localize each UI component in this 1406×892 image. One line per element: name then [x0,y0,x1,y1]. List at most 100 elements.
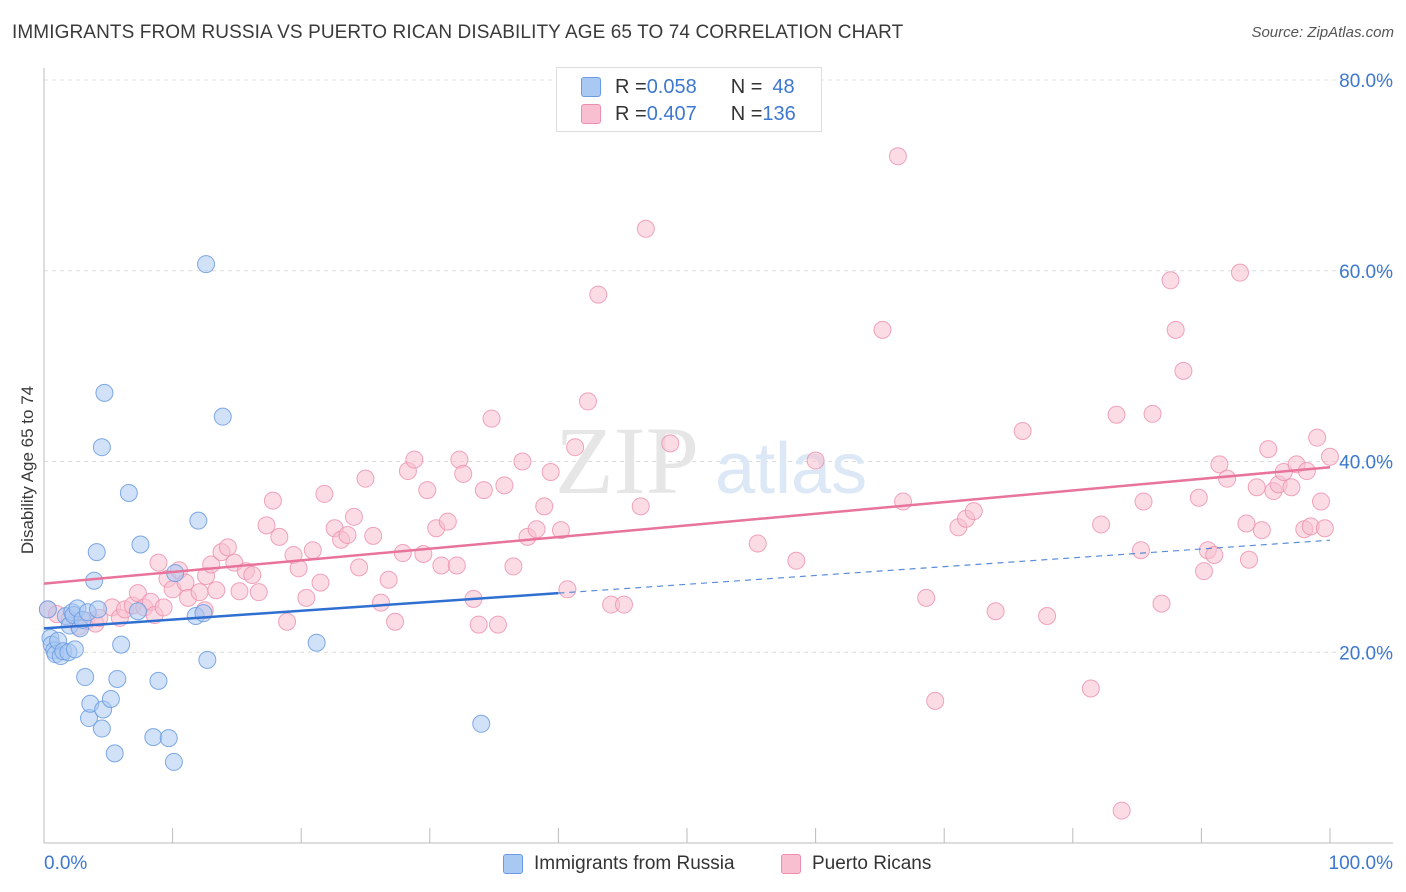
puerto-ricans-point [438,512,457,531]
puerto-ricans-point [1321,447,1339,466]
russia-point [92,438,111,457]
puerto-ricans-point [787,551,806,570]
puerto-ricans-point [1081,679,1100,698]
puerto-ricans-point [541,462,560,481]
puerto-ricans-point [1239,550,1258,569]
watermark-atlas: atlas [715,429,867,509]
puerto-ricans-point [636,219,655,238]
r-value: 0.407 [646,102,697,125]
russia-point [144,728,163,747]
russia-point [119,483,138,502]
puerto-ricans-point [207,581,226,600]
puerto-ricans-point [806,451,825,470]
stats-row-russia: R = 0.058 N = 48 [581,75,795,99]
y-tick-label: 80.0% [1339,71,1393,92]
puerto-ricans-point [405,450,424,469]
puerto-ricans-point [873,320,892,339]
puerto-ricans-point [364,526,383,545]
puerto-ricans-point [527,520,546,539]
n-value: 136 [762,102,796,125]
puerto-ricans-point [379,570,398,589]
puerto-ricans-point [748,534,767,553]
russia-point [92,719,111,738]
puerto-ricans-point [257,516,276,535]
puerto-ricans-point [661,434,680,453]
puerto-ricans-point [356,469,375,488]
puerto-ricans-point [1230,263,1249,282]
puerto-ricans-point [311,573,330,592]
n-label: N = [730,75,763,98]
axes [43,68,1393,844]
legend-label-puerto-ricans: Puerto Ricans [812,853,932,874]
puerto-ricans-point [393,544,412,563]
legend-item-puerto-ricans[interactable]: Puerto Ricans [781,851,931,877]
puerto-ricans-point [1252,521,1271,540]
legend-item-russia[interactable]: Immigrants from Russia [503,851,735,877]
russia-point [164,752,183,771]
puerto-ricans-point [243,565,262,584]
puerto-ricans-point [454,464,473,483]
russia-point [159,729,178,748]
puerto-ricans-point [566,438,585,457]
puerto-ricans-point [1282,478,1301,497]
puerto-ricans-point [344,507,363,526]
puerto-ricans-point [1189,488,1208,507]
russia-point [76,668,95,687]
puerto-ricans-point [249,583,268,602]
y-tick-label: 20.0% [1339,643,1393,664]
puerto-ricans-point [1013,421,1032,440]
x-tick-label-min: 0.0% [44,853,87,874]
source-label: Source: ZipAtlas.com [1251,24,1394,41]
puerto-ricans-point [1092,515,1111,534]
puerto-ricans-point [297,588,316,607]
puerto-ricans-point [278,612,297,631]
puerto-ricans-point [149,553,168,572]
puerto-ricans-point [154,598,173,617]
puerto-ricans-point [488,615,507,634]
puerto-ricans-point [513,452,532,471]
puerto-ricans-point [558,580,577,599]
watermark: ZIP atlas [555,407,867,514]
puerto-ricans-point [917,588,936,607]
russia-point [108,669,127,688]
puerto-ricans-point [1308,428,1327,447]
puerto-ricans-point [482,409,501,428]
russia-point [197,255,216,274]
puerto-ricans-point [371,593,390,612]
puerto-ricans-point [1152,594,1171,613]
russia-swatch [581,77,601,97]
puerto-ricans-swatch [581,104,601,124]
russia-point [213,407,232,426]
chart-title: IMMIGRANTS FROM RUSSIA VS PUERTO RICAN D… [12,22,904,43]
puerto-ricans-point [1259,440,1278,459]
puerto-ricans-point [1161,271,1180,290]
puerto-ricans-point [614,595,633,614]
stats-row-puerto-ricans: R = 0.407 N = 136 [581,102,796,126]
puerto-ricans-point [350,558,369,577]
russia-point [101,689,120,708]
puerto-ricans-point [1194,562,1213,581]
puerto-ricans-point [263,491,282,510]
puerto-ricans-point [1038,607,1057,626]
puerto-ricans-point [386,612,405,631]
russia-point [198,650,217,669]
russia-point [65,640,84,659]
puerto-ricans-point [270,527,289,546]
puerto-ricans-point [551,521,570,540]
puerto-ricans-point [432,556,451,575]
russia-point [149,671,168,690]
russia-point [38,600,57,619]
puerto-ricans-point [1210,455,1229,474]
tick-labels: 20.0% 40.0% 60.0% 80.0% 0.0% 100.0% [44,71,1393,874]
russia-point [189,511,208,530]
puerto-ricans-point [589,285,608,304]
puerto-ricans-point [578,392,597,411]
puerto-ricans-point [474,481,493,500]
russia-point [472,714,491,733]
puerto-ricans-point [190,583,209,602]
puerto-ricans-point [1218,469,1237,488]
n-value: 48 [772,75,795,98]
stats-legend: R = 0.058 N = 48 R = 0.407 N = 136 [556,67,822,132]
puerto-ricans-point [338,525,357,544]
r-value: 0.058 [646,75,697,98]
